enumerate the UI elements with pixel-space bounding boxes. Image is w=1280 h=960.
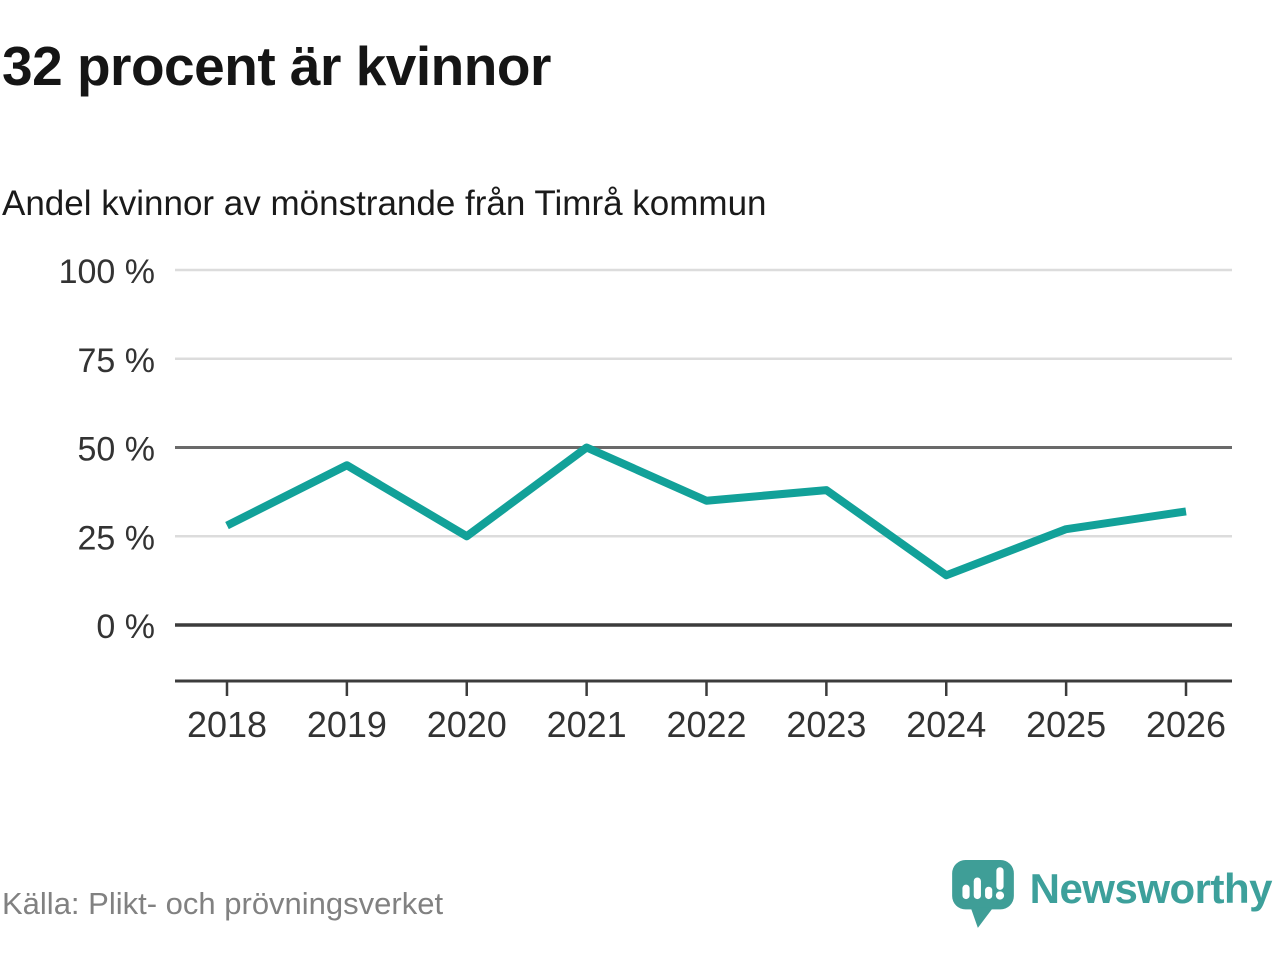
x-axis-label: 2020 — [427, 704, 507, 745]
newsworthy-logo-icon — [951, 860, 1014, 928]
y-axis-label: 75 % — [78, 342, 156, 380]
source-text: Källa: Plikt- och prövningsverket — [2, 886, 444, 921]
x-axis-label: 2025 — [1026, 704, 1106, 745]
y-axis-label: 25 % — [78, 519, 156, 557]
newsworthy-logo: Newsworthy — [951, 858, 1273, 934]
x-axis-label: 2024 — [906, 704, 986, 745]
page-title: 32 procent är kvinnor — [2, 35, 551, 97]
line-chart: 100 % 75 % 50 % 25 % 0 % 2018 2019 2020 2021 2022… — [0, 250, 1280, 760]
x-axis-label: 2019 — [307, 704, 387, 745]
x-axis-label: 2021 — [547, 704, 627, 745]
chart-subtitle: Andel kvinnor av mönstrande från Timrå k… — [2, 184, 767, 223]
data-line-series — [225, 443, 1187, 580]
y-axis-label: 50 % — [78, 431, 156, 469]
line-chart-svg: 100 % 75 % 50 % 25 % 0 % 2018 2019 2020 2021 2022… — [59, 253, 1232, 745]
x-axis-label: 2023 — [786, 704, 866, 745]
x-axis-label: 2022 — [666, 704, 746, 745]
x-axis-label: 2018 — [187, 704, 267, 745]
y-axis-label: 0 % — [96, 608, 155, 646]
x-axis-label: 2026 — [1146, 704, 1226, 745]
newsworthy-logo-text: Newsworthy — [1029, 865, 1273, 912]
y-axis-label: 100 % — [59, 253, 155, 291]
